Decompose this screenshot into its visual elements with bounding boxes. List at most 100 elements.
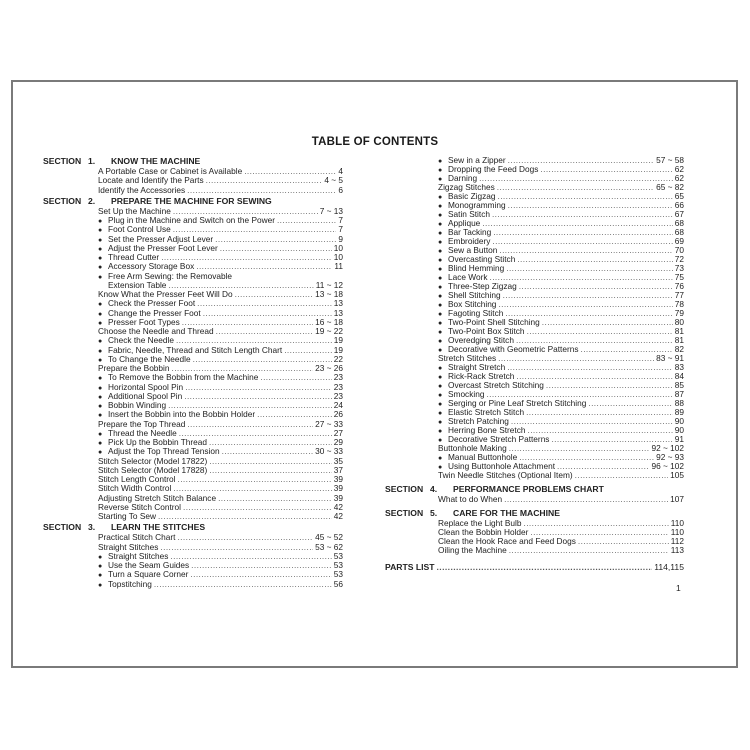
toc-entry[interactable]: ● Foot Control Use 7 <box>43 225 343 234</box>
toc-entry[interactable]: ● Dropping the Feed Dogs 62 <box>385 165 684 174</box>
toc-entry[interactable]: Buttonhole Making 92 ~ 102 <box>385 444 684 453</box>
toc-entry[interactable]: ● Monogramming 66 <box>385 201 684 210</box>
toc-entry[interactable]: Starting To Sew 42 <box>43 512 343 521</box>
toc-entry[interactable]: ● To Change the Needle 22 <box>43 355 343 364</box>
toc-entry[interactable]: ● Adjust the Top Thread Tension 30 ~ 33 <box>43 447 343 456</box>
toc-entry[interactable]: ● Use the Seam Guides 53 <box>43 561 343 570</box>
toc-entry[interactable]: ● Three-Step Zigzag 76 <box>385 282 684 291</box>
toc-entry[interactable]: Stitch Selector (Model 17822) 35 <box>43 457 343 466</box>
toc-entry[interactable]: ● Herring Bone Stretch 90 <box>385 426 684 435</box>
toc-entry[interactable]: ● Overcast Stretch Stitching 85 <box>385 381 684 390</box>
toc-entry[interactable]: ● Check the Needle 19 <box>43 336 343 345</box>
toc-entry[interactable]: ● Shell Stitching 77 <box>385 291 684 300</box>
toc-entry[interactable]: ● Two-Point Shell Stitching 80 <box>385 318 684 327</box>
toc-entry[interactable]: ● Straight Stitches 53 <box>43 552 343 561</box>
toc-entry[interactable]: Adjusting Stretch Stitch Balance 39 <box>43 494 343 503</box>
toc-entry[interactable]: Reverse Stitch Control 42 <box>43 503 343 512</box>
toc-entry[interactable]: A Portable Case or Cabinet is Available 4 <box>43 167 343 176</box>
entry-page: 10 <box>333 243 343 253</box>
toc-entry[interactable]: ● Embroidery 69 <box>385 237 684 246</box>
toc-entry[interactable]: Extension Table 11 ~ 12 <box>43 281 343 290</box>
toc-entry[interactable]: Set Up the Machine 7 ~ 13 <box>43 207 343 216</box>
dot-leader <box>206 176 323 185</box>
toc-entry[interactable]: ● Check the Presser Foot 13 <box>43 299 343 308</box>
toc-entry[interactable]: ● Plug in the Machine and Switch on the P… <box>43 216 343 225</box>
toc-entry[interactable]: ● Straight Stretch 83 <box>385 363 684 372</box>
toc-entry[interactable]: ● Presser Foot Types 16 ~ 18 <box>43 318 343 327</box>
toc-entry[interactable]: ● Decorative Stretch Patterns 91 <box>385 435 684 444</box>
toc-entry[interactable]: ● Sew in a Zipper 57 ~ 58 <box>385 156 684 165</box>
toc-entry[interactable]: ● Additional Spool Pin 23 <box>43 392 343 401</box>
toc-entry[interactable]: Stitch Width Control 39 <box>43 484 343 493</box>
toc-entry[interactable]: ● Lace Work 75 <box>385 273 684 282</box>
toc-entry[interactable]: ● Adjust the Presser Foot Lever 10 <box>43 244 343 253</box>
toc-entry[interactable]: Prepare the Top Thread 27 ~ 33 <box>43 420 343 429</box>
entry-title: Identify the Accessories <box>98 185 186 195</box>
toc-entry[interactable]: ● Thread the Needle 27 <box>43 429 343 438</box>
toc-entry[interactable]: ● Bobbin Winding 24 <box>43 401 343 410</box>
toc-entry[interactable]: Prepare the Bobbin 23 ~ 26 <box>43 364 343 373</box>
toc-entry[interactable]: Straight Stitches 53 ~ 62 <box>43 543 343 552</box>
toc-entry[interactable]: ● Sew a Button 70 <box>385 246 684 255</box>
toc-entry[interactable]: ● Accessory Storage Box 11 <box>43 262 343 271</box>
toc-entry[interactable]: ● Insert the Bobbin into the Bobbin Holde… <box>43 410 343 419</box>
toc-entry[interactable]: ● Smocking 87 <box>385 390 684 399</box>
toc-entry[interactable]: Oiling the Machine 113 <box>385 546 684 555</box>
toc-entry[interactable]: Zigzag Stitches 65 ~ 82 <box>385 183 684 192</box>
toc-entry[interactable]: Know What the Presser Feet Will Do 13 ~ 1… <box>43 290 343 299</box>
toc-entry[interactable]: ● Rick-Rack Stretch 84 <box>385 372 684 381</box>
bullet-icon: ● <box>438 248 443 255</box>
toc-entry[interactable]: ● Fagoting Stitch 79 <box>385 309 684 318</box>
toc-entry[interactable]: ● Overedging Stitch 81 <box>385 336 684 345</box>
page-border <box>11 80 738 668</box>
entry-page: 81 <box>674 336 684 345</box>
toc-entry[interactable]: ● Applique 68 <box>385 219 684 228</box>
toc-entry[interactable]: What to do When 107 <box>385 495 684 504</box>
toc-entry[interactable]: Clean the Hook Race and Feed Dogs 112 <box>385 537 684 546</box>
toc-entry[interactable]: ● Manual Buttonhole 92 ~ 93 <box>385 453 684 462</box>
toc-entry[interactable]: ● Satin Stitch 67 <box>385 210 684 219</box>
toc-entry[interactable]: ● Using Buttonhole Attachment 96 ~ 102 <box>385 462 684 471</box>
toc-entry[interactable]: Choose the Needle and Thread 19 ~ 22 <box>43 327 343 336</box>
toc-entry[interactable]: Practical Stitch Chart 45 ~ 52 <box>43 533 343 542</box>
toc-entry[interactable]: ● Horizontal Spool Pin 23 <box>43 383 343 392</box>
bullet-icon: ● <box>438 365 443 372</box>
toc-entry[interactable]: ● Box Stitching 78 <box>385 300 684 309</box>
dot-leader <box>197 299 332 308</box>
toc-entry[interactable]: ● Free Arm Sewing: the Removable <box>43 272 343 281</box>
toc-entry[interactable]: ● Darning 62 <box>385 174 684 183</box>
toc-entry[interactable]: ● Pick Up the Bobbin Thread 29 <box>43 438 343 447</box>
toc-entry[interactable]: ● Topstitching 56 <box>43 580 343 589</box>
bullet-icon: ● <box>438 437 443 444</box>
toc-entry[interactable]: ● Two-Point Box Stitch 81 <box>385 327 684 336</box>
toc-entry[interactable]: ● Thread Cutter 10 <box>43 253 343 262</box>
toc-entry[interactable]: Twin Needle Stitches (Optional Item) 105 <box>385 471 684 480</box>
dot-leader <box>508 201 673 210</box>
entry-title: Clean the Bobbin Holder <box>438 528 529 537</box>
entry-title: Stretch Stitches <box>438 354 497 363</box>
toc-entry[interactable]: Clean the Bobbin Holder 110 <box>385 528 684 537</box>
toc-entry[interactable]: ● Stretch Patching 90 <box>385 417 684 426</box>
dot-leader <box>215 235 336 244</box>
parts-list-entry[interactable]: PARTS LIST 114,115 <box>385 561 684 573</box>
toc-entry[interactable]: ● Overcasting Stitch 72 <box>385 255 684 264</box>
toc-entry[interactable]: ● Bar Tacking 68 <box>385 228 684 237</box>
toc-entry[interactable]: ● Fabric, Needle, Thread and Stitch Lengt… <box>43 346 343 355</box>
toc-entry[interactable]: Replace the Light Bulb 110 <box>385 519 684 528</box>
toc-entry[interactable]: ● Set the Presser Adjust Lever 9 <box>43 235 343 244</box>
entry-page: 91 <box>674 435 684 444</box>
toc-entry[interactable]: ● To Remove the Bobbin from the Machine 23 <box>43 373 343 382</box>
toc-entry[interactable]: Stretch Stitches 83 ~ 91 <box>385 354 684 363</box>
toc-entry[interactable]: Identify the Accessories 6 <box>43 186 343 195</box>
toc-entry[interactable]: ● Serging or Pine Leaf Stretch Stitching 8… <box>385 399 684 408</box>
toc-entry[interactable]: Stitch Selector (Model 17828) 37 <box>43 466 343 475</box>
toc-entry[interactable]: ● Decorative with Geometric Patterns 82 <box>385 345 684 354</box>
toc-entry[interactable]: ● Elastic Stretch Stitch 89 <box>385 408 684 417</box>
toc-entry[interactable]: ● Change the Presser Foot 13 <box>43 309 343 318</box>
toc-entry[interactable]: ● Turn a Square Corner 53 <box>43 570 343 579</box>
toc-entry[interactable]: Locate and Identify the Parts 4 ~ 5 <box>43 176 343 185</box>
toc-entry[interactable]: ● Basic Zigzag 65 <box>385 192 684 201</box>
toc-entry[interactable]: ● Blind Hemming 73 <box>385 264 684 273</box>
entry-title: Set Up the Machine <box>98 206 171 216</box>
toc-entry[interactable]: Stitch Length Control 39 <box>43 475 343 484</box>
